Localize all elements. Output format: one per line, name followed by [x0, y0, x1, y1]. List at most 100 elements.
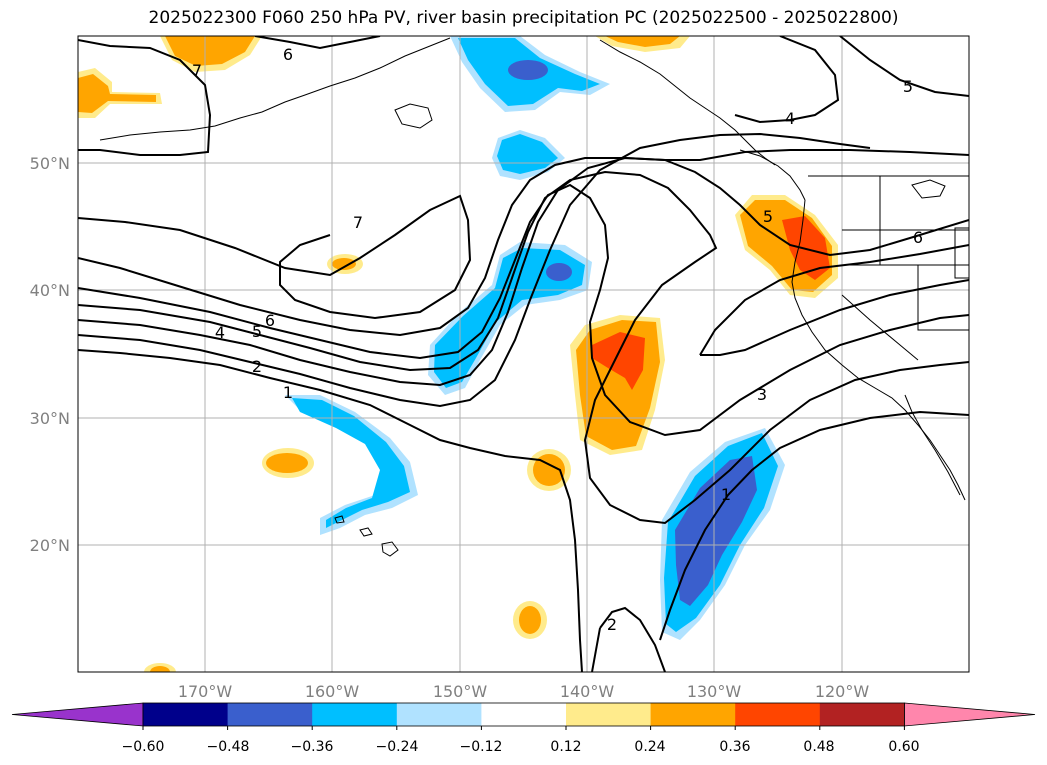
state-border — [917, 265, 969, 331]
pv-contour — [78, 149, 969, 337]
lon-label: 140°W — [560, 682, 615, 701]
pv-contour — [599, 606, 666, 672]
island — [394, 103, 433, 129]
map-frame — [77, 35, 970, 673]
anomaly-patch — [592, 332, 645, 390]
pv-contour — [78, 194, 472, 320]
anomaly-patch — [533, 454, 565, 486]
pv-contour — [78, 183, 969, 437]
pv-contour — [839, 36, 969, 97]
island-box — [954, 227, 969, 279]
colorbar-tick-label: −0.48 — [207, 739, 250, 755]
pv-contour — [700, 279, 969, 356]
pv-contour — [254, 36, 381, 50]
contour-label: 7 — [353, 213, 363, 232]
anomaly-patch — [546, 263, 572, 281]
colorbar-tick-label: 0.36 — [719, 739, 750, 755]
pv-contours — [78, 36, 969, 672]
pv-contour — [78, 349, 583, 672]
colorbar-tick-label: −0.12 — [460, 739, 503, 755]
lon-label: 130°W — [687, 682, 742, 701]
us-west-coast — [791, 199, 966, 501]
coastlines — [99, 37, 969, 557]
colorbar — [11, 702, 1036, 730]
contour-label: 5 — [763, 207, 773, 226]
contour-label-group: 6 7 5 4 7 6 5 4 2 1 5 6 3 1 2 — [192, 45, 923, 634]
contour-label: 6 — [283, 45, 293, 64]
pv-contour — [699, 244, 969, 356]
lat-label: 20°N — [30, 536, 70, 555]
colorbar-tick-label: 0.60 — [888, 739, 919, 755]
pv-contour — [591, 627, 601, 672]
colorbar-tick-label: 0.48 — [803, 739, 834, 755]
anomaly-patch — [165, 36, 255, 66]
lon-label: 120°W — [815, 682, 870, 701]
anomaly-patch — [78, 74, 156, 113]
pv-contour — [734, 36, 840, 124]
contour-label: 4 — [785, 109, 795, 128]
contour-label: 5 — [903, 77, 913, 96]
contour-label: 5 — [252, 322, 262, 341]
anomaly-patch — [497, 134, 558, 174]
colorbar-segment — [819, 703, 905, 726]
hawaii-island — [334, 515, 345, 524]
colorbar-tick-label: 0.24 — [634, 739, 665, 755]
hawaii-island — [381, 541, 399, 557]
map-title: 2025022300 F060 250 hPa PV, river basin … — [148, 8, 899, 28]
colorbar-outline — [142, 702, 905, 727]
lat-label: 40°N — [30, 281, 70, 300]
lat-axis: 50°N 40°N 30°N 20°N — [30, 154, 70, 555]
contour-label: 2 — [607, 615, 617, 634]
graticule — [78, 36, 969, 672]
colorbar-tick-label: 0.12 — [550, 739, 581, 755]
colorbar-segment — [143, 703, 229, 726]
contour-label: 6 — [913, 228, 923, 247]
lon-axis: 170°W 160°W 150°W 140°W 130°W 120°W — [178, 682, 870, 701]
colorbar-extend-low — [11, 702, 144, 727]
pv-contour — [78, 132, 871, 408]
pv-contour — [659, 410, 969, 641]
baja-coast — [904, 394, 961, 496]
alaska-aleutian-coast — [99, 37, 451, 141]
colorbar-tick-labels: −0.60 −0.48 −0.36 −0.24 −0.12 0.12 0.24 … — [122, 739, 920, 755]
colorbar-tick-label: −0.24 — [376, 739, 419, 755]
anomaly-patch — [508, 60, 548, 80]
anomaly-patch — [150, 666, 170, 672]
anomaly-patch — [519, 606, 541, 634]
alaska-panhandle-coast — [599, 39, 776, 166]
anomaly-patch — [266, 453, 308, 473]
lon-label: 170°W — [178, 682, 233, 701]
contour-label: 6 — [265, 311, 275, 330]
colorbar-segment — [566, 703, 652, 726]
contour-label: 3 — [757, 385, 767, 404]
pv-contour — [78, 39, 212, 156]
colorbar-segment — [650, 703, 736, 726]
contour-label: 2 — [252, 357, 262, 376]
contour-label: 1 — [283, 383, 293, 402]
anomaly-patch — [675, 456, 757, 606]
colorbar-segment — [312, 703, 398, 726]
lat-label: 30°N — [30, 409, 70, 428]
pv-contour — [78, 170, 969, 525]
lon-label: 160°W — [305, 682, 360, 701]
contour-label: 4 — [215, 323, 225, 342]
anomaly-patch — [292, 398, 410, 528]
colorbar-tick-label: −0.60 — [122, 739, 165, 755]
colorbar-segment — [227, 703, 313, 726]
anomaly-patch — [605, 36, 680, 47]
pv-contour — [78, 156, 969, 387]
colorbar-tick-label: −0.36 — [291, 739, 334, 755]
colorbar-segment — [481, 703, 567, 726]
colorbar-segment — [396, 703, 482, 726]
lon-label: 150°W — [433, 682, 488, 701]
bc-coast — [739, 149, 806, 201]
anomaly-patch — [332, 258, 356, 270]
hawaii-island — [359, 527, 373, 537]
contour-label: 1 — [721, 485, 731, 504]
colorbar-extend-high — [904, 702, 1036, 727]
colorbar-segment — [735, 703, 821, 726]
island — [911, 179, 946, 199]
contour-label: 7 — [192, 61, 202, 80]
lat-label: 50°N — [30, 154, 70, 173]
